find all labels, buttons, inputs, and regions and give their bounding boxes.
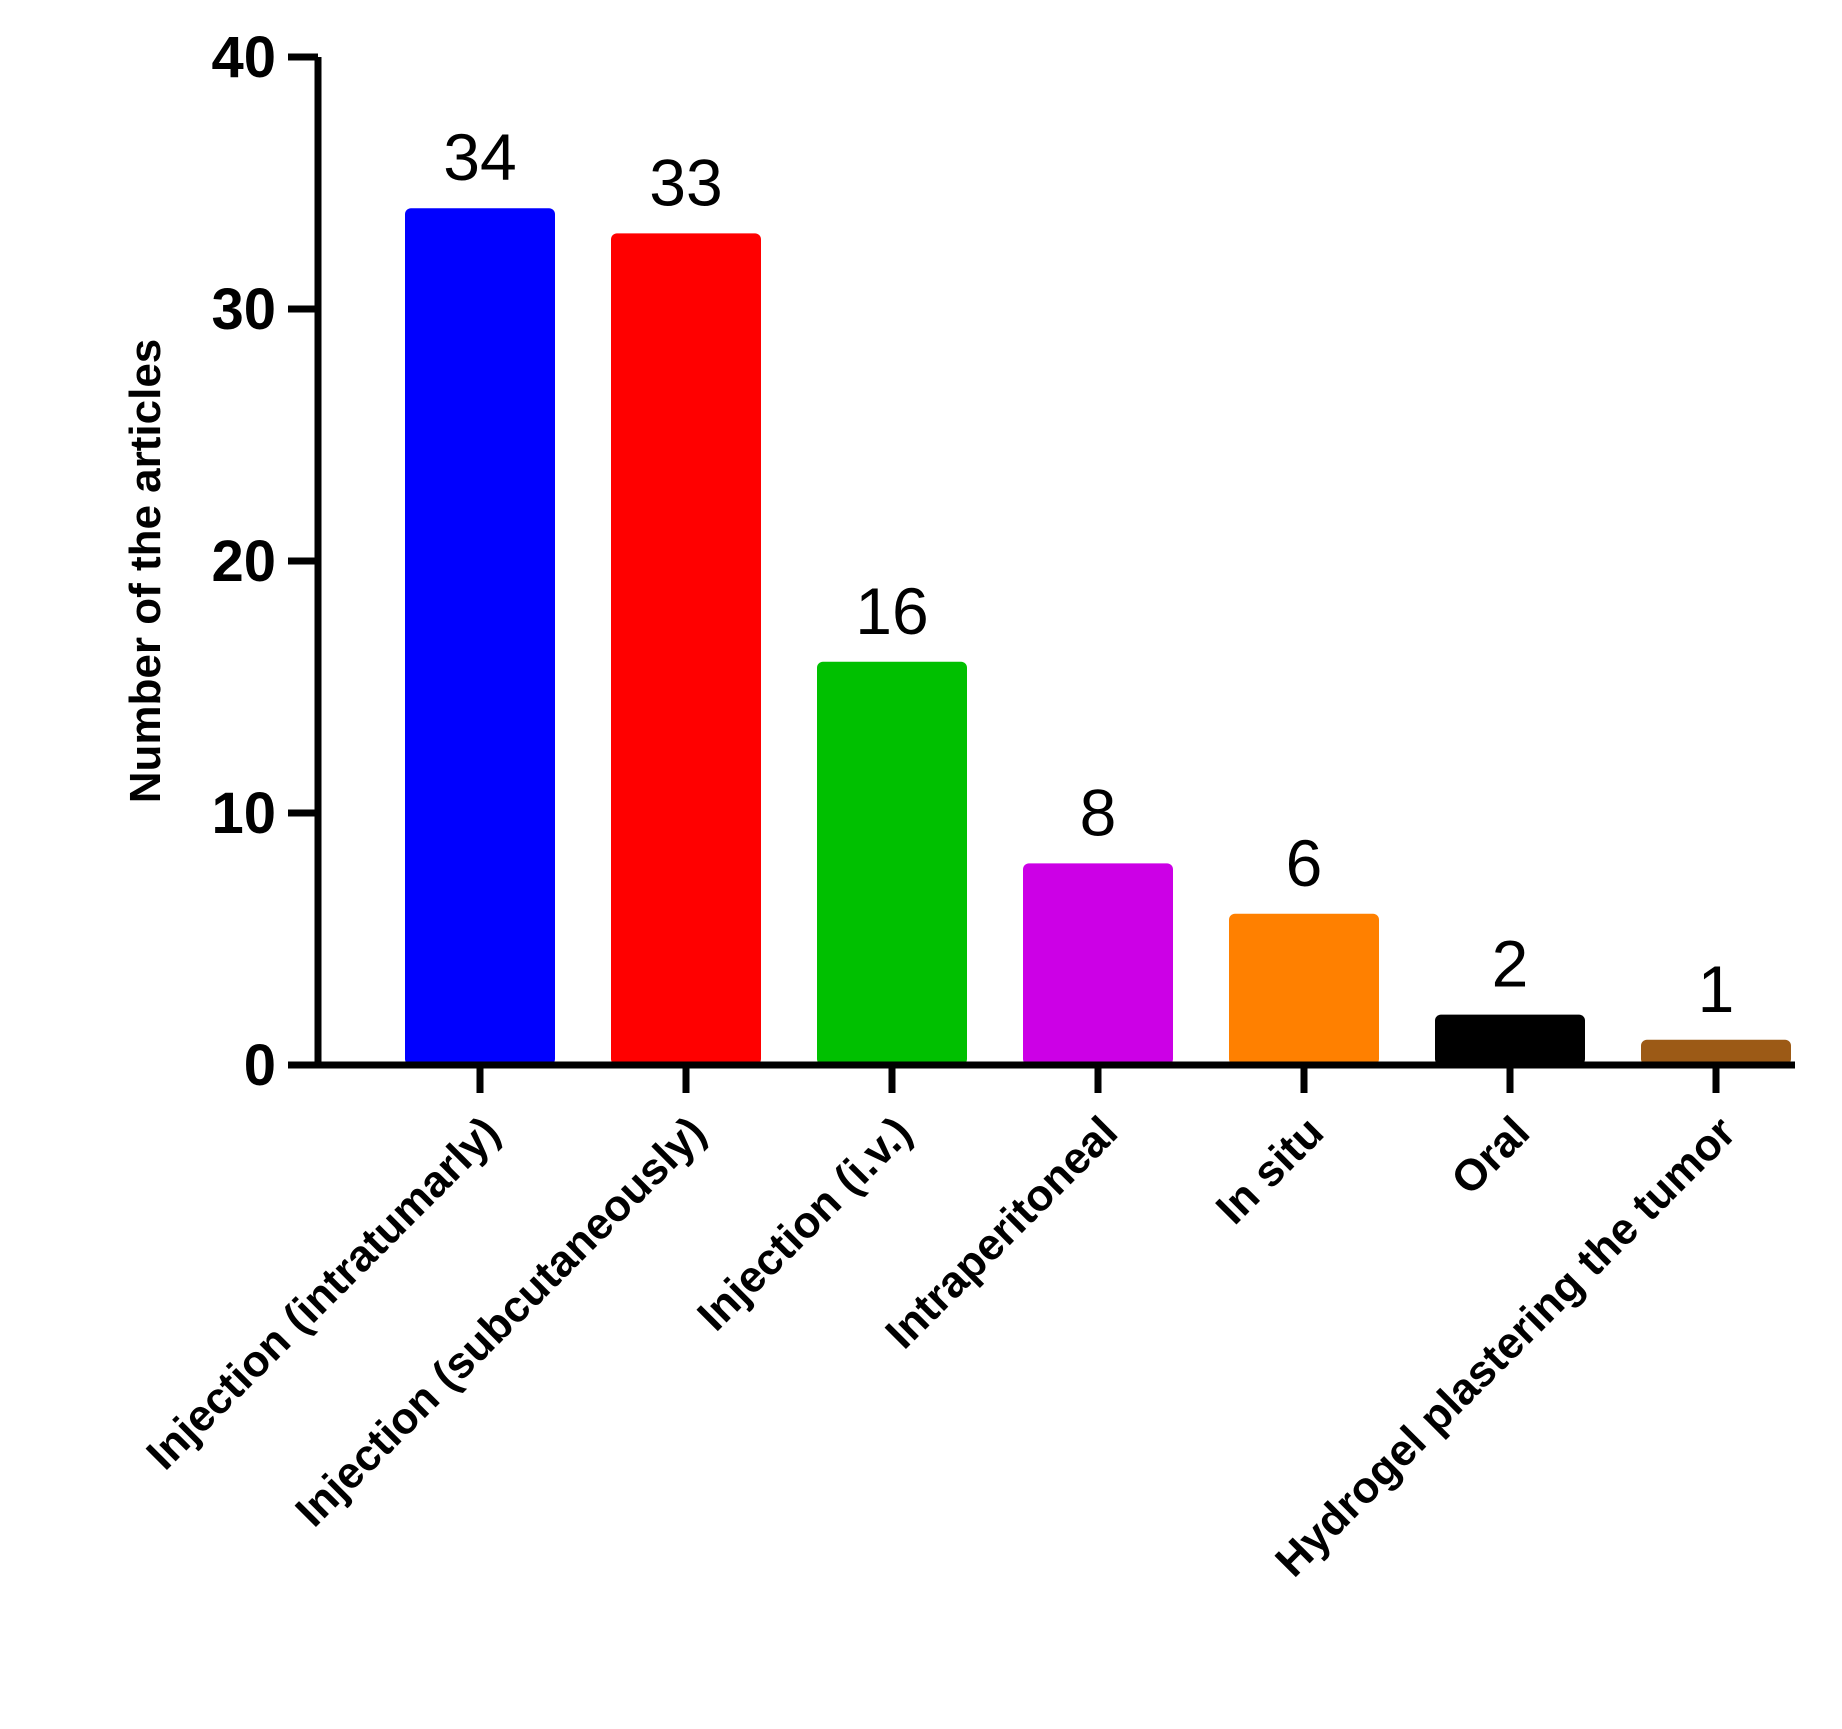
bar-5 (1229, 913, 1379, 1065)
y-tick-label: 30 (211, 277, 276, 342)
axes (314, 57, 1795, 1093)
bar-4 (1023, 863, 1173, 1065)
data-labels: 34 33 16 8 6 2 1 (443, 120, 1734, 1026)
y-tick-label: 40 (211, 25, 276, 90)
bar-value-label: 16 (855, 574, 928, 648)
category-label: In situ (1207, 1107, 1333, 1233)
bar-value-label: 6 (1286, 826, 1323, 900)
category-label: Injection (i.v.) (688, 1107, 921, 1340)
category-label: Injection (intratumarly) (137, 1107, 509, 1479)
category-label: Oral (1442, 1107, 1539, 1204)
category-label: Injection (subcutaneously) (286, 1107, 715, 1536)
bar-value-label: 34 (443, 120, 516, 194)
bar-6 (1435, 1014, 1585, 1065)
bars (405, 208, 1791, 1065)
bar-1 (405, 208, 555, 1065)
y-tick-label: 10 (211, 781, 276, 846)
bar-value-label: 8 (1080, 775, 1117, 849)
category-labels: Injection (intratumarly)Injection (subcu… (137, 1107, 1745, 1586)
y-axis-ticks: 0 10 20 30 40 (211, 25, 318, 1098)
bar-2 (611, 233, 761, 1065)
bar-3 (817, 661, 967, 1065)
category-label: Hydrogel plastering the tumor (1266, 1107, 1745, 1586)
bar-value-label: 2 (1492, 927, 1529, 1001)
y-axis-label: Number of the articles (121, 339, 170, 804)
y-tick-label: 20 (211, 529, 276, 594)
bar-value-label: 1 (1698, 952, 1735, 1026)
bar-7 (1641, 1039, 1791, 1065)
y-tick-label: 0 (244, 1033, 276, 1098)
bar-value-label: 33 (649, 145, 722, 219)
